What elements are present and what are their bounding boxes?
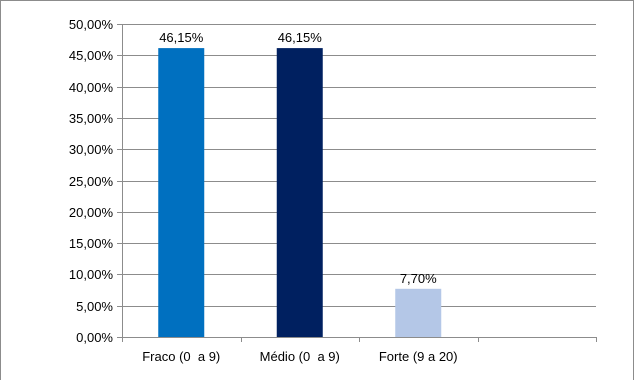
y-tick-label-4: 20,00% <box>69 205 114 220</box>
y-tick-labels: 0,00% 5,00% 10,00% 15,00% 20,00% 25,00% 30,00%… <box>69 17 114 345</box>
x-tick-label-1: Médio (0 a 9) <box>260 349 340 364</box>
data-label-2: 7,70% <box>400 271 437 286</box>
y-tick-label-3: 15,00% <box>69 236 114 251</box>
y-tick-label-8: 40,00% <box>69 80 114 95</box>
y-tick-label-1: 5,00% <box>76 299 113 314</box>
y-tick-label-6: 30,00% <box>69 142 114 157</box>
x-tick-label-0: Fraco (0 a 9) <box>142 349 220 364</box>
y-tick-label-0: 0,00% <box>76 330 113 345</box>
bar-0 <box>158 48 205 337</box>
bar-1 <box>276 48 323 337</box>
axes <box>117 24 597 342</box>
y-tick-label-9: 45,00% <box>69 48 114 63</box>
y-tick-label-5: 25,00% <box>69 174 114 189</box>
x-tick-labels: Fraco (0 a 9) Médio (0 a 9) Forte (9 a 20) <box>142 349 457 364</box>
data-label-0: 46,15% <box>159 30 204 45</box>
y-tick-label-2: 10,00% <box>69 267 114 282</box>
bars <box>158 48 442 337</box>
y-tick-label-7: 35,00% <box>69 111 114 126</box>
y-tick-label-10: 50,00% <box>69 17 114 32</box>
x-tick-label-2: Forte (9 a 20) <box>379 349 458 364</box>
bar-2 <box>395 288 442 337</box>
data-label-1: 46,15% <box>278 30 323 45</box>
data-labels: 46,15% 46,15% 7,70% <box>159 30 437 286</box>
